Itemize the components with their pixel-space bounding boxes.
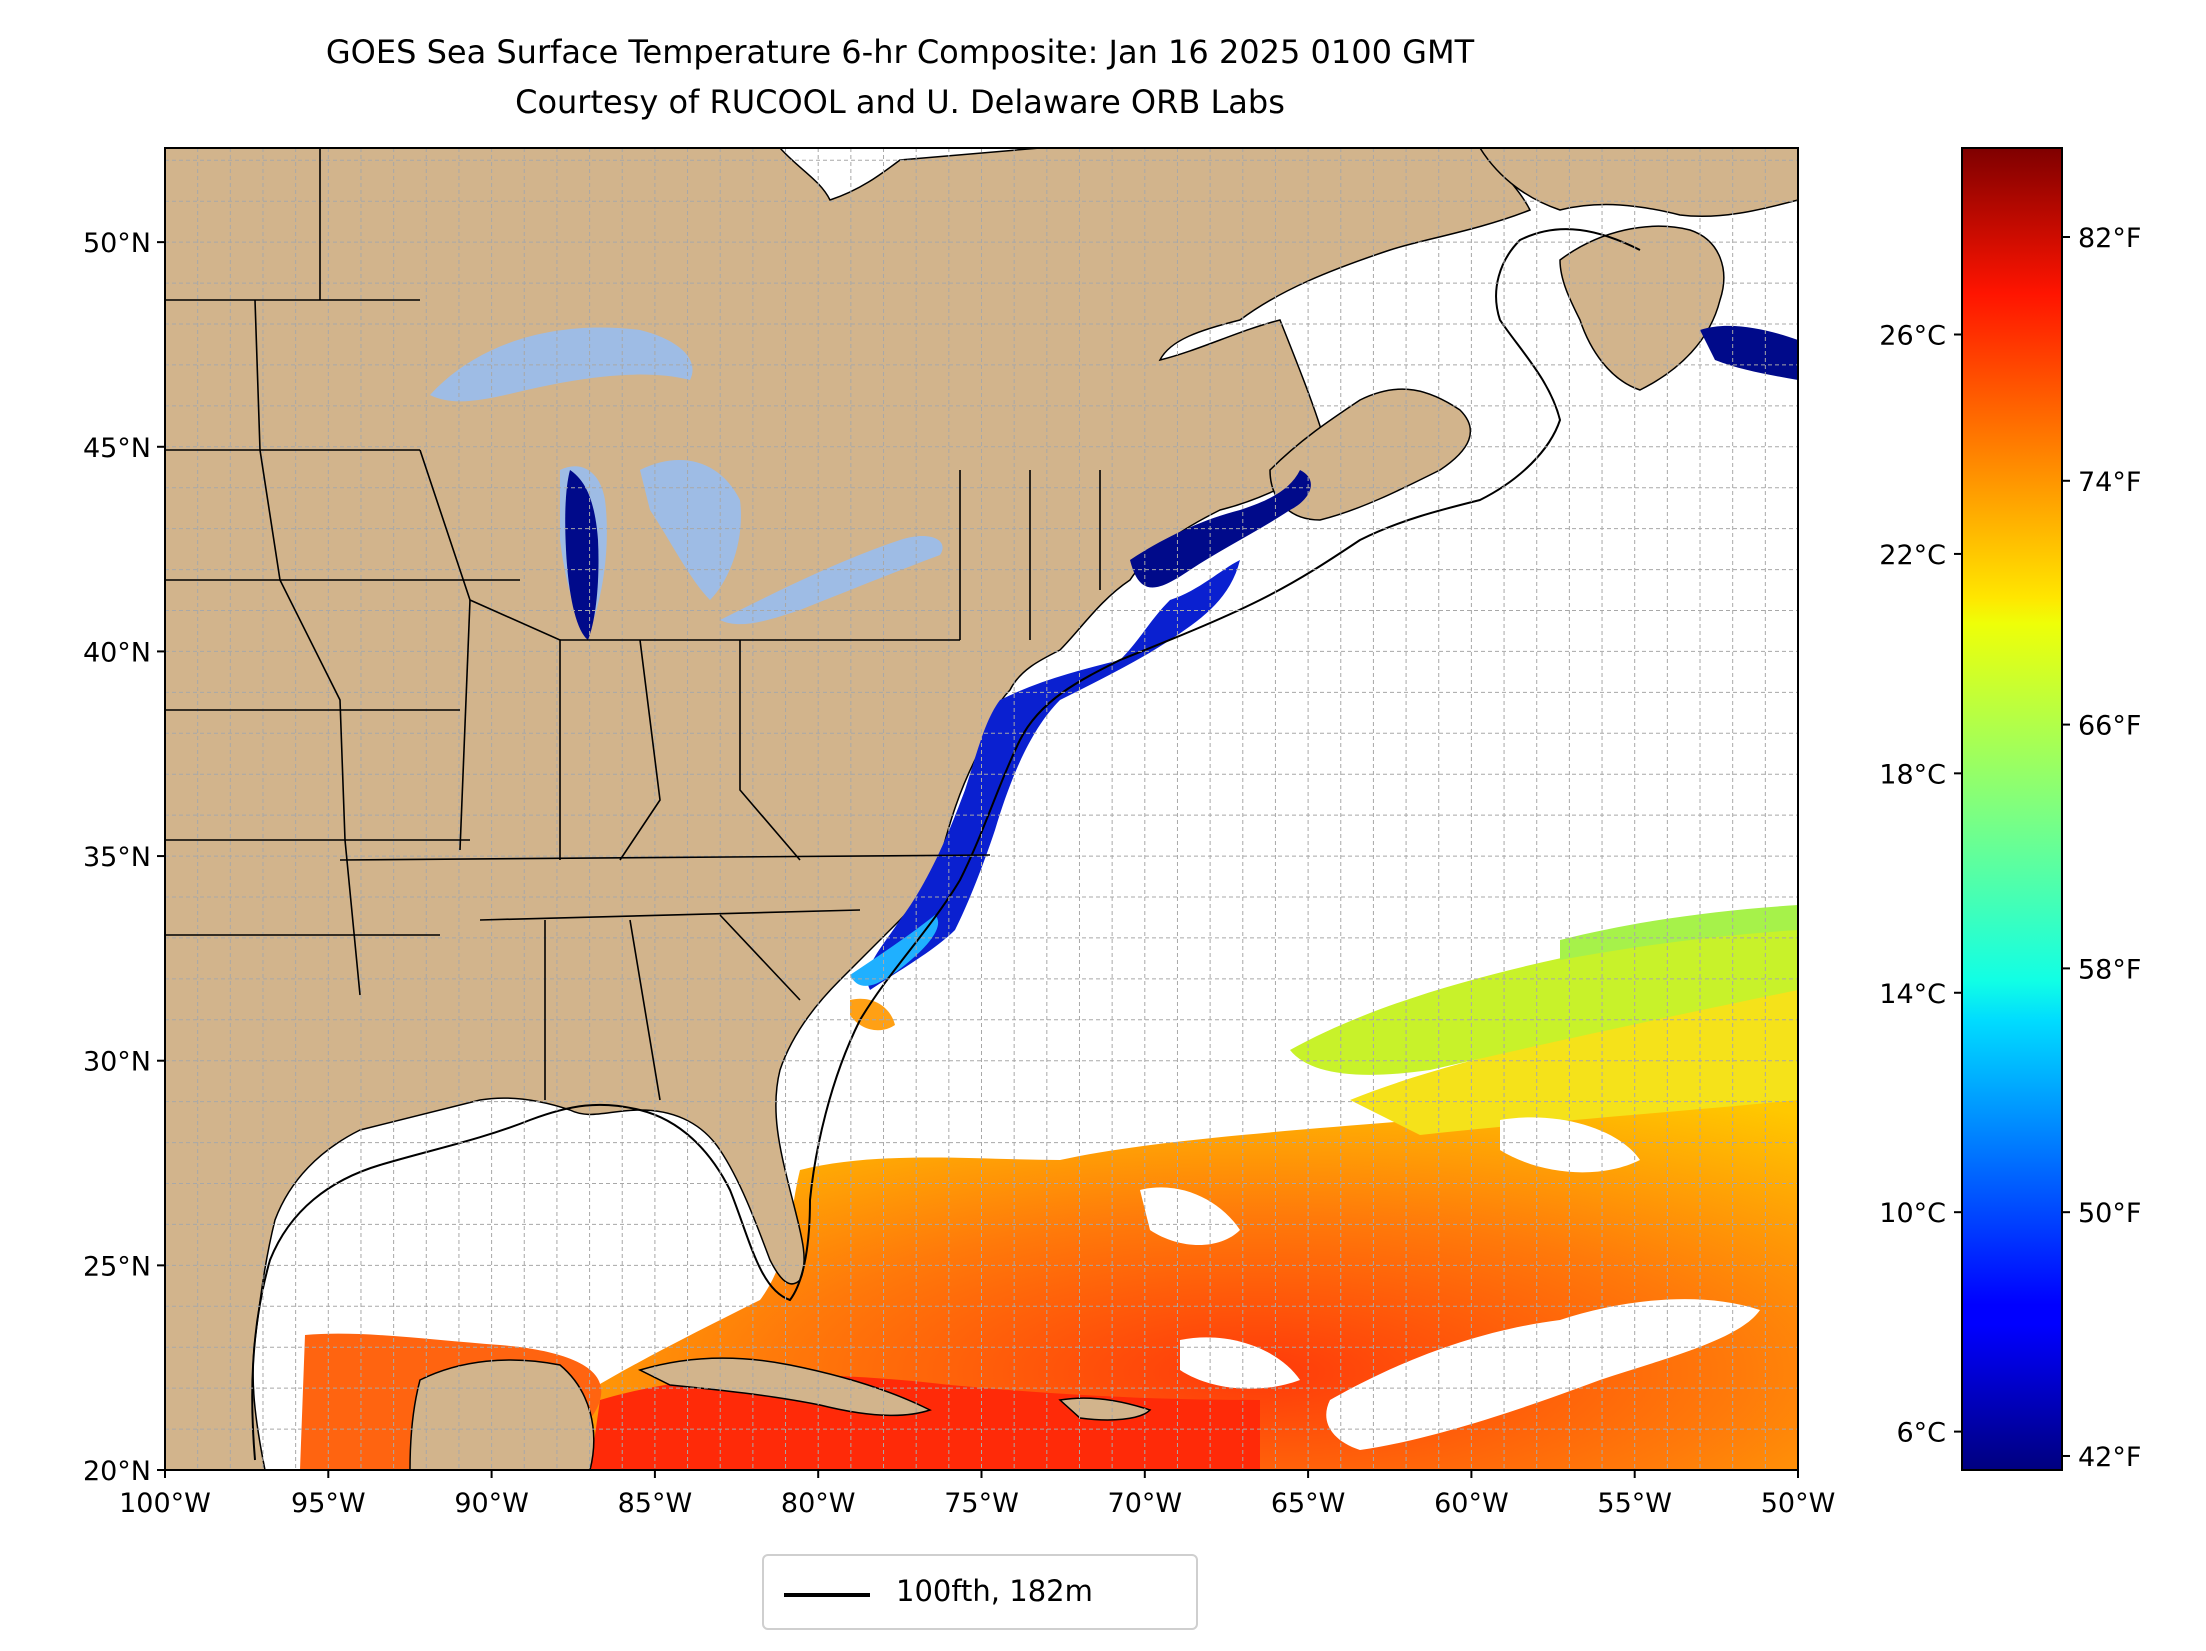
lat-tick-label: 35°N <box>83 842 151 873</box>
lon-tick-label: 75°W <box>944 1488 1019 1519</box>
lon-tick-label: 80°W <box>781 1488 856 1519</box>
land-yucatan <box>409 1359 595 1470</box>
fahrenheit-tick-label: 42°F <box>2078 1442 2141 1473</box>
colorbar-fahrenheit-axis: 42°F 50°F 58°F 66°F 74°F 82°F <box>2062 223 2141 1473</box>
sst-green-band <box>1560 905 1798 960</box>
lat-tick-label: 20°N <box>83 1456 151 1487</box>
lat-tick-label: 45°N <box>83 433 151 464</box>
celsius-tick-label: 22°C <box>1879 540 1946 571</box>
celsius-tick-label: 26°C <box>1879 321 1946 352</box>
lat-tick-label: 50°N <box>83 228 151 259</box>
sst-yellow-band <box>1350 980 1798 1135</box>
sst-warm-gulfstream <box>850 998 895 1031</box>
colorbar-celsius-axis: 6°C 10°C 14°C 18°C 22°C 26°C <box>1879 321 1962 1449</box>
map-area <box>165 148 1798 1470</box>
lat-tick-label: 25°N <box>83 1251 151 1282</box>
state-borders <box>165 148 1101 1101</box>
sst-lime-band <box>1290 920 1798 1075</box>
fahrenheit-tick-label: 58°F <box>2078 954 2141 985</box>
cloud-gap <box>1500 1117 1640 1173</box>
land-cuba <box>637 1357 932 1417</box>
lake-erie-ontario <box>720 535 943 625</box>
legend: 100fth, 182m <box>762 1554 1198 1630</box>
lat-tick-label: 40°N <box>83 637 151 668</box>
fahrenheit-tick-label: 66°F <box>2078 711 2141 742</box>
legend-line-swatch <box>784 1593 870 1597</box>
lon-tick-label: 70°W <box>1108 1488 1183 1519</box>
lat-axis: 20°N 25°N 30°N 35°N 40°N 45°N 50°N <box>83 228 165 1487</box>
colorbar <box>1961 147 2063 1471</box>
cloud-gap <box>1140 1187 1240 1245</box>
celsius-tick-label: 6°C <box>1896 1418 1946 1449</box>
legend-label: 100fth, 182m <box>896 1574 1093 1608</box>
lon-tick-label: 50°W <box>1761 1488 1836 1519</box>
lake-huron <box>640 460 741 600</box>
celsius-tick-label: 10°C <box>1879 1198 1946 1229</box>
chart-subtitle: Courtesy of RUCOOL and U. Delaware ORB L… <box>515 83 1285 121</box>
fahrenheit-tick-label: 82°F <box>2078 223 2141 254</box>
chart-title: GOES Sea Surface Temperature 6-hr Compos… <box>325 33 1475 71</box>
gridlines <box>165 148 1798 1470</box>
sst-cold-newfoundland <box>1700 325 1798 380</box>
lon-tick-label: 90°W <box>454 1488 529 1519</box>
isobath-100fth <box>251 228 1641 1461</box>
lat-tick-label: 30°N <box>83 1047 151 1078</box>
celsius-tick-label: 18°C <box>1879 759 1946 790</box>
land-newfoundland <box>1559 225 1725 391</box>
land-hispaniola <box>1058 1397 1152 1421</box>
lon-tick-label: 60°W <box>1434 1488 1509 1519</box>
fahrenheit-tick-label: 74°F <box>2078 467 2141 498</box>
celsius-tick-label: 14°C <box>1879 979 1946 1010</box>
cloud-gap <box>1326 1299 1760 1450</box>
fahrenheit-tick-label: 50°F <box>2078 1198 2141 1229</box>
lon-tick-label: 65°W <box>1271 1488 1346 1519</box>
lon-axis: 100°W 95°W 90°W 85°W 80°W 75°W 70°W 65°W 60°W 55°… <box>119 1470 1835 1519</box>
lake-michigan-cold <box>565 470 599 640</box>
lon-tick-label: 95°W <box>291 1488 366 1519</box>
sst-cold-ne <box>1130 470 1311 588</box>
sst-cold-coastal <box>867 560 1240 990</box>
lon-tick-label: 55°W <box>1597 1488 1672 1519</box>
lake-superior <box>430 327 693 402</box>
lon-tick-label: 85°W <box>618 1488 693 1519</box>
lon-tick-label: 100°W <box>119 1488 211 1519</box>
land-labrador <box>1479 148 1798 218</box>
